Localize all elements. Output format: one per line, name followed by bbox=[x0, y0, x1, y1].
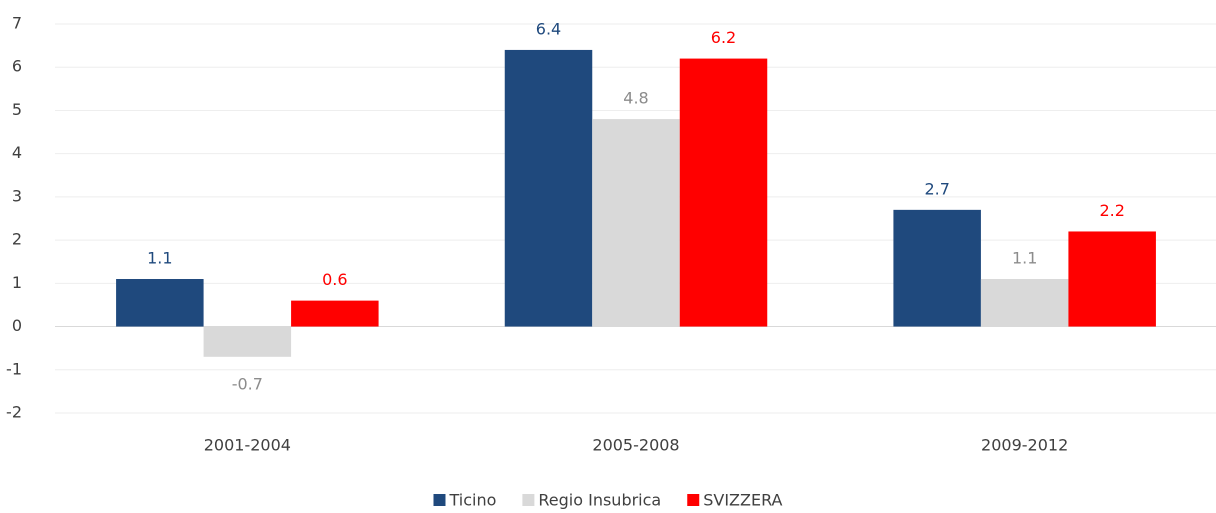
y-tick-label: -2 bbox=[6, 403, 22, 422]
data-label: 1.1 bbox=[1012, 249, 1037, 268]
data-label: 0.6 bbox=[322, 270, 347, 289]
bar bbox=[1068, 231, 1156, 327]
bar bbox=[893, 209, 981, 327]
legend-swatch bbox=[687, 494, 700, 506]
legend-label: SVIZZERA bbox=[703, 491, 782, 510]
legend-label: Regio Insubrica bbox=[538, 491, 661, 510]
bar bbox=[592, 119, 680, 327]
data-label: 6.4 bbox=[536, 19, 561, 38]
legend: Ticino Regio Insubrica SVIZZERA bbox=[433, 491, 783, 510]
x-tick-label: 2009-2012 bbox=[981, 436, 1068, 455]
bar bbox=[291, 300, 379, 327]
y-tick-label: -1 bbox=[6, 359, 22, 378]
y-tick-label: 1 bbox=[12, 273, 22, 292]
data-label: 1.1 bbox=[147, 249, 172, 268]
y-tick-label: 4 bbox=[12, 143, 22, 162]
legend-label: Ticino bbox=[448, 491, 496, 510]
y-tick-label: 7 bbox=[12, 14, 22, 33]
y-tick-label: 0 bbox=[12, 316, 22, 335]
data-label: -0.7 bbox=[232, 374, 263, 393]
legend-swatch bbox=[433, 494, 446, 506]
bar bbox=[504, 49, 593, 327]
bar bbox=[116, 279, 204, 327]
y-tick-label: 3 bbox=[12, 186, 22, 205]
bar bbox=[679, 58, 768, 327]
data-label: 4.8 bbox=[623, 89, 648, 108]
y-tick-label: 5 bbox=[12, 100, 22, 119]
data-label: 2.7 bbox=[924, 179, 949, 198]
legend-swatch bbox=[522, 494, 535, 506]
y-tick-label: 6 bbox=[12, 57, 22, 76]
x-tick-label: 2005-2008 bbox=[592, 436, 679, 455]
bar bbox=[203, 326, 292, 357]
x-tick-label: 2001-2004 bbox=[204, 436, 291, 455]
data-label: 6.2 bbox=[711, 28, 736, 47]
data-label: 2.2 bbox=[1099, 201, 1124, 220]
bar bbox=[980, 279, 1069, 327]
y-tick-label: 2 bbox=[12, 230, 22, 249]
